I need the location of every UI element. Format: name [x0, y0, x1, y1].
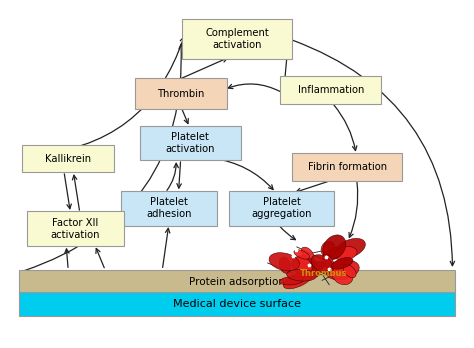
FancyBboxPatch shape	[228, 191, 335, 226]
Ellipse shape	[292, 256, 312, 275]
Ellipse shape	[269, 253, 300, 271]
Text: Protein adsorption: Protein adsorption	[189, 277, 285, 287]
FancyBboxPatch shape	[135, 78, 227, 109]
Ellipse shape	[323, 235, 346, 260]
Text: Thrombin: Thrombin	[157, 88, 204, 98]
Text: Kallikrein: Kallikrein	[46, 153, 91, 164]
FancyBboxPatch shape	[19, 270, 455, 294]
FancyBboxPatch shape	[182, 19, 292, 58]
Ellipse shape	[294, 250, 310, 259]
Text: Complement
activation: Complement activation	[205, 28, 269, 49]
Ellipse shape	[331, 264, 353, 285]
Ellipse shape	[326, 260, 359, 280]
Ellipse shape	[335, 238, 365, 259]
FancyBboxPatch shape	[27, 212, 124, 246]
Ellipse shape	[279, 257, 291, 273]
Ellipse shape	[297, 255, 316, 268]
Ellipse shape	[329, 247, 341, 259]
FancyBboxPatch shape	[19, 292, 455, 316]
Ellipse shape	[311, 255, 334, 274]
Ellipse shape	[334, 247, 357, 260]
FancyBboxPatch shape	[139, 126, 241, 160]
FancyBboxPatch shape	[280, 76, 381, 104]
Ellipse shape	[331, 258, 353, 269]
Text: Platelet
aggregation: Platelet aggregation	[251, 197, 312, 219]
Text: Platelet
adhesion: Platelet adhesion	[146, 197, 192, 219]
Text: Inflammation: Inflammation	[298, 85, 364, 95]
Ellipse shape	[343, 265, 356, 278]
Text: Factor XII
activation: Factor XII activation	[51, 218, 100, 239]
Text: Medical device surface: Medical device surface	[173, 299, 301, 309]
Ellipse shape	[301, 247, 314, 259]
Ellipse shape	[287, 269, 317, 281]
Text: Platelet
activation: Platelet activation	[165, 132, 215, 154]
Text: Thrombus: Thrombus	[300, 269, 347, 278]
FancyBboxPatch shape	[121, 191, 217, 226]
Text: Fibrin formation: Fibrin formation	[308, 162, 387, 172]
FancyBboxPatch shape	[22, 145, 114, 173]
Ellipse shape	[283, 271, 313, 289]
Ellipse shape	[279, 276, 304, 285]
FancyBboxPatch shape	[292, 153, 402, 181]
Ellipse shape	[321, 241, 335, 257]
Ellipse shape	[300, 264, 319, 277]
Ellipse shape	[322, 254, 334, 270]
Ellipse shape	[308, 261, 325, 271]
